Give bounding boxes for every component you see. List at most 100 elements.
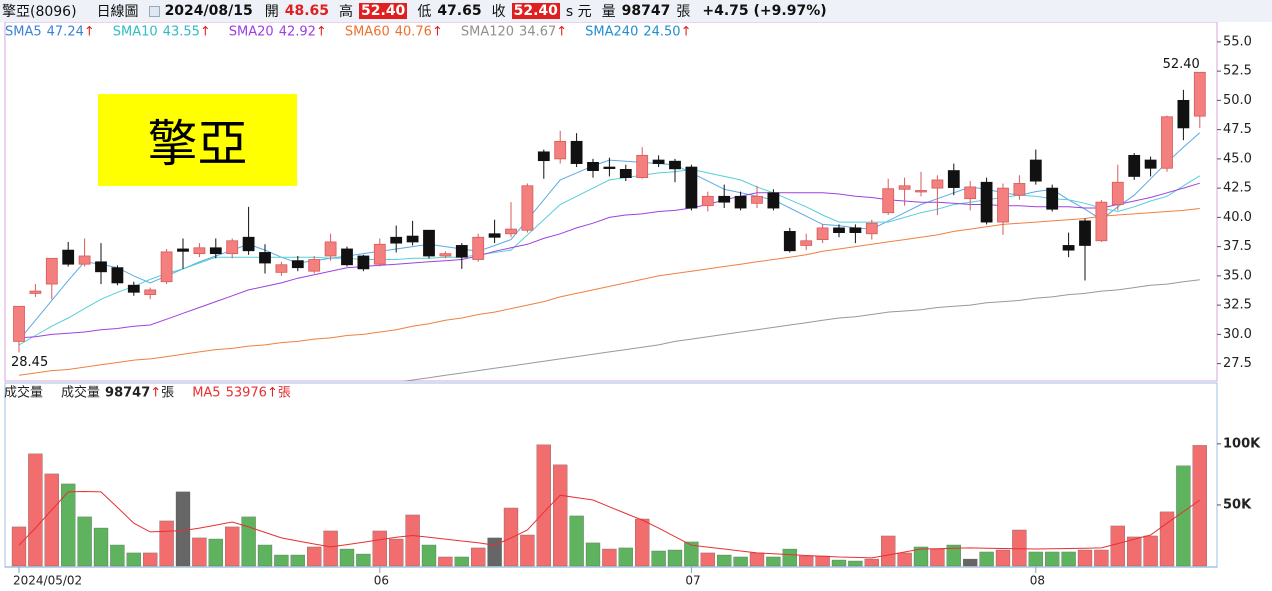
volume-bar: [766, 556, 781, 567]
candle-body: [537, 151, 550, 162]
candle-body: [1161, 116, 1173, 169]
candle-body: [865, 222, 878, 235]
y-tick-label: 27.5: [1223, 356, 1252, 371]
volume-bar: [372, 530, 387, 567]
candle-body: [816, 227, 829, 241]
volume-bar: [44, 473, 59, 567]
y-tick-label: 50.0: [1223, 93, 1252, 108]
x-tick-label: 08: [1030, 574, 1045, 588]
candle-body: [357, 255, 370, 270]
legend-arrow: ↑: [150, 386, 161, 401]
volume-bar: [848, 560, 863, 567]
candle-body: [964, 186, 977, 200]
legend-value: 43.55: [163, 25, 200, 40]
high-label: 高: [339, 4, 354, 20]
volume-bar: [503, 507, 519, 567]
legend-value: 42.92: [279, 25, 316, 40]
candle-body: [1062, 245, 1075, 251]
candle-body: [144, 289, 157, 295]
volume-bar: [126, 552, 141, 567]
volume-bar: [881, 535, 896, 567]
volume-bar: [913, 546, 929, 567]
volume-label: 量: [601, 4, 616, 20]
volume-bar: [979, 551, 994, 567]
candle-body: [472, 236, 485, 260]
volume-bar: [635, 518, 650, 567]
legend-unit: 張: [161, 386, 174, 401]
candle-body: [455, 245, 468, 258]
ma-line: [401, 279, 1200, 381]
volume-bar: [257, 544, 273, 567]
legend-name: SMA20: [229, 25, 274, 40]
candle-body: [652, 159, 665, 164]
close-value: 52.40: [511, 3, 560, 19]
volume-bar: [897, 552, 912, 567]
candle-body: [1013, 183, 1026, 196]
volume-bar: [1127, 536, 1142, 567]
candle-body: [439, 253, 452, 257]
volume-bar: [1143, 535, 1158, 567]
volume-bar: [717, 554, 732, 567]
high-value: 52.40: [359, 3, 408, 19]
volume-bar: [28, 453, 43, 567]
candle-body: [587, 161, 599, 171]
candle-body: [1029, 159, 1042, 182]
volume-bar: [143, 552, 158, 567]
candle-body: [111, 267, 124, 284]
legend-value: 24.50: [643, 25, 680, 40]
y-tick-label: 42.5: [1223, 181, 1252, 196]
candle-body: [751, 195, 763, 204]
candle-body: [1177, 99, 1190, 129]
open-value: 48.65: [284, 3, 330, 19]
volume-bar: [77, 516, 92, 567]
volume-ma-line: [18, 490, 1201, 559]
candle-body: [78, 255, 91, 265]
candle-body: [373, 243, 386, 265]
volume-bar: [471, 547, 486, 567]
legend-value: 40.76: [395, 25, 432, 40]
candle-body: [226, 240, 239, 255]
volume-bar: [782, 548, 797, 567]
volume-bar: [175, 491, 191, 567]
candle-body: [341, 248, 353, 266]
candle-body: [13, 305, 25, 342]
candle-body: [767, 192, 780, 209]
volume-bar: [618, 547, 633, 567]
volume-bar: [454, 556, 469, 567]
candle-body: [62, 249, 75, 265]
y-tick-label: 55.0: [1223, 34, 1252, 49]
volume-bar: [749, 552, 765, 567]
x-tick-label: 06: [374, 574, 389, 588]
volume-bar: [389, 538, 404, 567]
date: 2024/08/15: [164, 3, 253, 19]
volume-bar: [110, 544, 125, 567]
volume-bar: [274, 554, 289, 567]
y-tick-label: 37.5: [1223, 239, 1252, 254]
legend-arrow: ↑: [681, 25, 692, 40]
volume-bar: [1077, 549, 1093, 567]
checkbox-icon: [148, 5, 160, 17]
candle-body: [619, 169, 632, 179]
volume-bar: [421, 544, 437, 567]
change: +4.75 (+9.97%): [702, 3, 827, 19]
candle-body: [718, 195, 731, 203]
candle-body: [505, 228, 517, 235]
candle-body: [734, 195, 747, 209]
volume-bar: [356, 553, 371, 567]
volume-bar: [1110, 525, 1125, 567]
candle-body: [29, 290, 42, 294]
open-label: 開: [264, 4, 279, 20]
candle-body: [160, 251, 173, 283]
volume-value: 98747: [621, 3, 671, 19]
legend-value: 98747: [105, 386, 150, 401]
candle-body: [997, 187, 1009, 223]
volume-bar: [733, 556, 748, 567]
volume-bar: [930, 548, 945, 567]
low-label: 低: [417, 4, 432, 20]
volume-bar: [815, 555, 830, 567]
volume-bar: [569, 515, 584, 567]
volume-bar: [963, 558, 978, 567]
period: 日線圖: [96, 4, 139, 20]
y-tick-label: 100K: [1223, 436, 1261, 451]
volume-bar: [208, 538, 223, 567]
